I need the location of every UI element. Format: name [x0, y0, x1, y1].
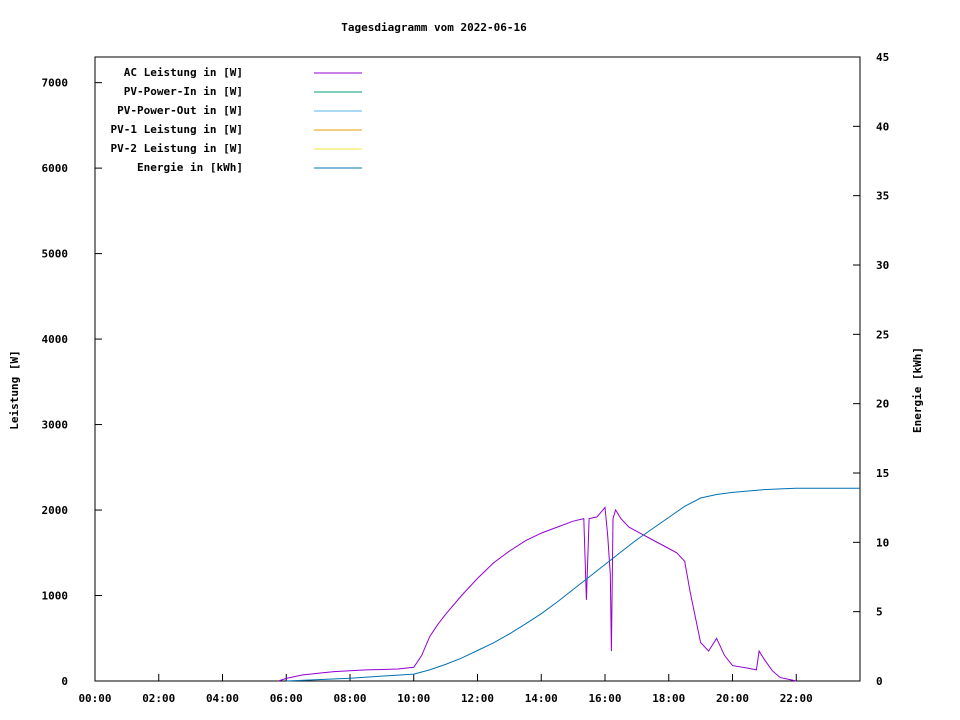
- y-tick-label: 2000: [42, 504, 69, 517]
- y-tick-label: 6000: [42, 162, 69, 175]
- y2-tick-label: 10: [876, 536, 889, 549]
- y2-tick-label: 0: [876, 675, 883, 688]
- x-tick-label: 20:00: [716, 692, 749, 705]
- x-tick-label: 04:00: [206, 692, 239, 705]
- x-tick-label: 22:00: [780, 692, 813, 705]
- x-tick-label: 16:00: [588, 692, 621, 705]
- x-tick-label: 06:00: [270, 692, 303, 705]
- x-tick-label: 10:00: [397, 692, 430, 705]
- x-tick-label: 12:00: [461, 692, 494, 705]
- legend-label: PV-Power-Out in [W]: [117, 104, 243, 117]
- y2-tick-label: 45: [876, 51, 889, 64]
- y2-tick-label: 25: [876, 328, 889, 341]
- y-axis-label: Leistung [W]: [8, 350, 21, 429]
- y-tick-label: 1000: [42, 590, 69, 603]
- y-tick-label: 7000: [42, 77, 69, 90]
- y2-tick-label: 30: [876, 259, 889, 272]
- legend-label: PV-Power-In in [W]: [124, 85, 243, 98]
- y2-tick-label: 40: [876, 120, 889, 133]
- legend-label: AC Leistung in [W]: [124, 66, 243, 79]
- series-line: [286, 487, 860, 682]
- series-line: [278, 506, 797, 682]
- x-tick-label: 02:00: [142, 692, 175, 705]
- legend-label: PV-1 Leistung in [W]: [111, 123, 243, 136]
- y-tick-label: 5000: [42, 248, 69, 261]
- series-group: [278, 487, 860, 682]
- x-tick-label: 00:00: [78, 692, 111, 705]
- x-axis: 00:00 02:00 04:00 06:00 08:00 10:00 12:00 14:00…: [78, 674, 813, 705]
- y-tick-label: 3000: [42, 419, 69, 432]
- y-tick-label: 4000: [42, 333, 69, 346]
- y2-tick-label: 35: [876, 190, 889, 203]
- y-axis-left: 0 1000 2000 3000 4000 5000 6000 7000: [42, 77, 102, 688]
- y2-axis-label: Energie [kWh]: [911, 347, 924, 433]
- legend: AC Leistung in [W] PV-Power-In in [W] PV-P…: [111, 66, 362, 174]
- y2-tick-label: 15: [876, 467, 889, 480]
- x-tick-label: 08:00: [333, 692, 366, 705]
- legend-label: Energie in [kWh]: [137, 161, 243, 174]
- y-axis-right: 0 5 10 15 20 25 30 35 40 45: [853, 51, 889, 688]
- y2-tick-label: 20: [876, 398, 889, 411]
- x-tick-label: 18:00: [652, 692, 685, 705]
- y-tick-label: 0: [61, 675, 68, 688]
- legend-label: PV-2 Leistung in [W]: [111, 142, 243, 155]
- y2-tick-label: 5: [876, 606, 883, 619]
- chart-title: Tagesdiagramm vom 2022-06-16: [341, 21, 527, 34]
- x-tick-label: 14:00: [525, 692, 558, 705]
